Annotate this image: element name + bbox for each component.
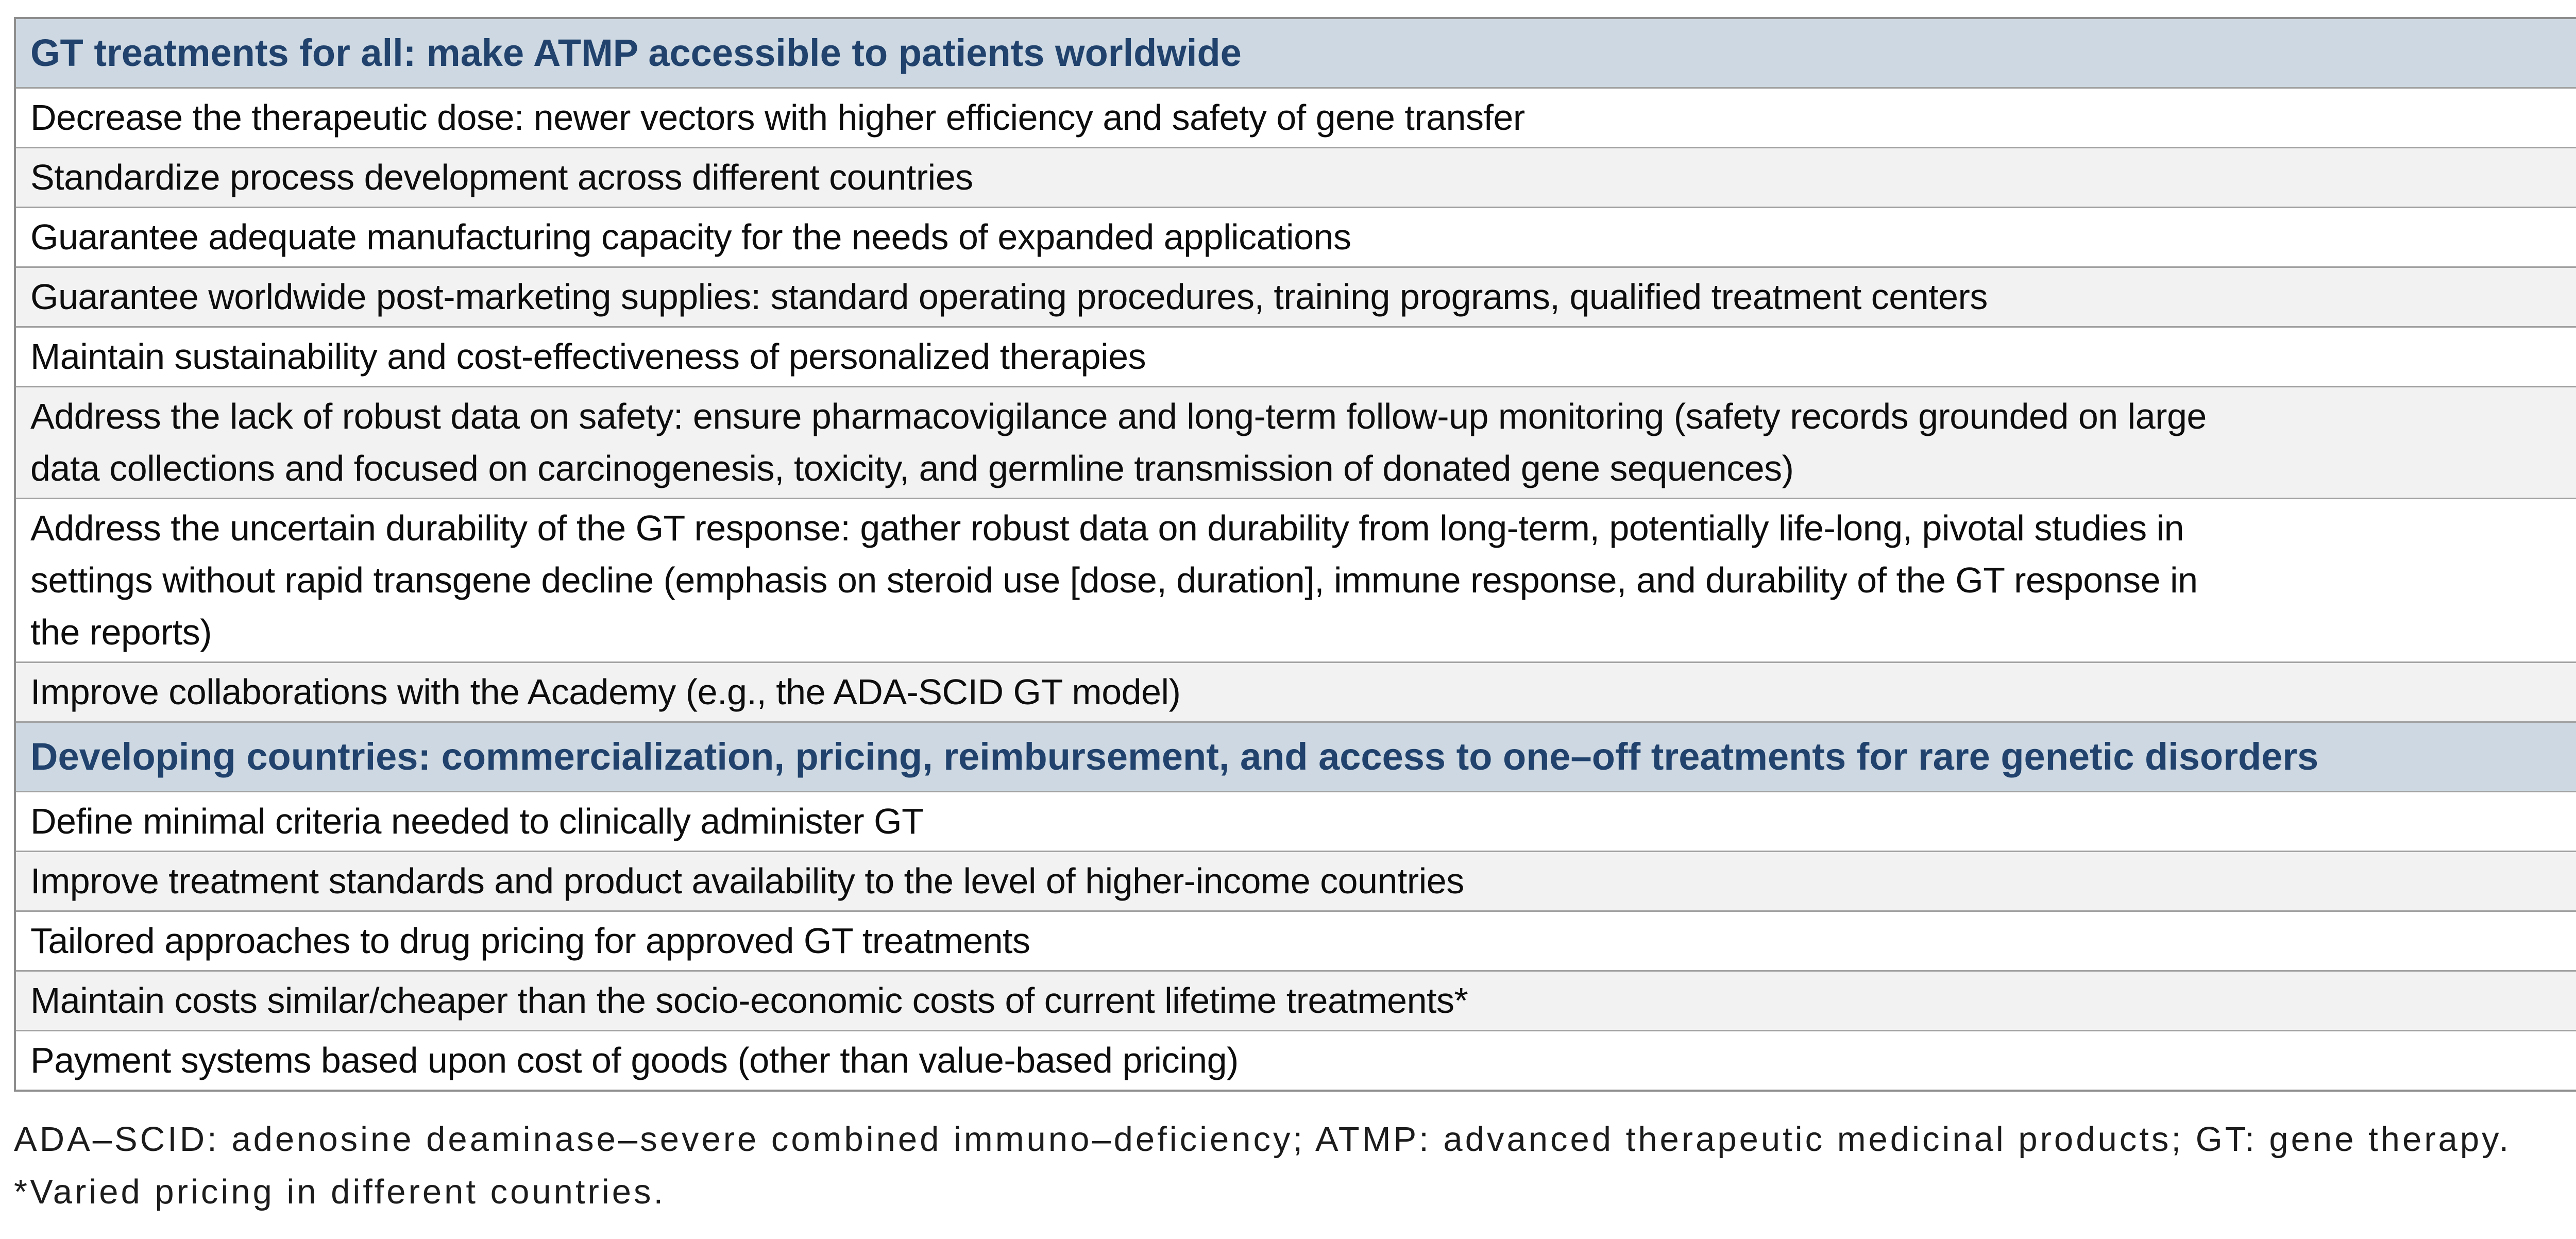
table-row: Maintain sustainability and cost-effecti… bbox=[16, 326, 2576, 386]
footnote-abbreviations: ADA–SCID: adenosine deaminase–severe com… bbox=[14, 1120, 2512, 1159]
section-header-row: Developing countries: commercialization,… bbox=[16, 721, 2576, 791]
table-footnote: ADA–SCID: adenosine deaminase–severe com… bbox=[14, 1114, 2576, 1219]
table-row: Improve treatment standards and product … bbox=[16, 851, 2576, 910]
table-row: Tailored approaches to drug pricing for … bbox=[16, 910, 2576, 970]
section-header-row: GT treatments for all: make ATMP accessi… bbox=[16, 19, 2576, 87]
table-row: Address the uncertain durability of the … bbox=[16, 498, 2576, 661]
table-row: Guarantee worldwide post-marketing suppl… bbox=[16, 266, 2576, 326]
table-row: Standardize process development across d… bbox=[16, 147, 2576, 207]
table-row: Payment systems based upon cost of goods… bbox=[16, 1030, 2576, 1090]
footnote-asterisk: *Varied pricing in different countries. bbox=[14, 1173, 666, 1211]
table-row: Address the lack of robust data on safet… bbox=[16, 386, 2576, 498]
table-row: Guarantee adequate manufacturing capacit… bbox=[16, 207, 2576, 266]
gene-therapy-challenges-table: GT treatments for all: make ATMP accessi… bbox=[14, 17, 2576, 1092]
table-row: Define minimal criteria needed to clinic… bbox=[16, 791, 2576, 851]
table-row: Maintain costs similar/cheaper than the … bbox=[16, 970, 2576, 1030]
table-row: Decrease the therapeutic dose: newer vec… bbox=[16, 87, 2576, 147]
table-row: Improve collaborations with the Academy … bbox=[16, 661, 2576, 721]
